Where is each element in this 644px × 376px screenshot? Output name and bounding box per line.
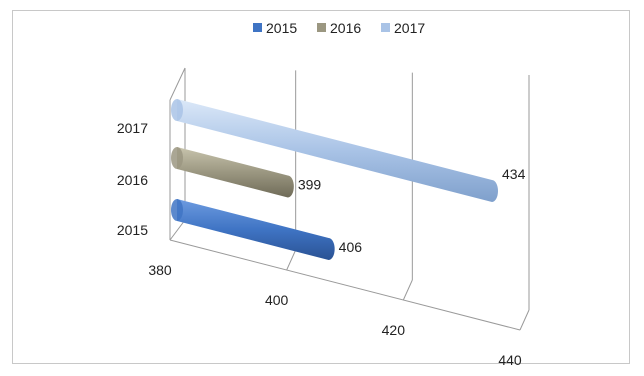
data-labels: 406 399 434 <box>298 166 526 255</box>
bar-body-2017 <box>177 99 498 202</box>
gridline-floor-420 <box>402 279 413 301</box>
tick-label-400: 400 <box>265 292 289 308</box>
data-label-2017: 434 <box>502 166 526 182</box>
bars <box>171 99 498 260</box>
legend: 2015 2016 2017 <box>253 20 425 36</box>
category-label-2016: 2016 <box>117 172 148 188</box>
data-label-2016: 399 <box>298 177 322 193</box>
bar-2015 <box>171 199 335 260</box>
legend-item-2017: 2017 <box>381 20 425 36</box>
legend-item-2015: 2015 <box>253 20 297 36</box>
bar-cap-2016 <box>171 147 183 169</box>
legend-label-2016: 2016 <box>330 20 361 36</box>
bar-2017 <box>171 99 498 202</box>
data-label-2015: 406 <box>339 239 363 255</box>
bar-cap-2017 <box>171 99 183 121</box>
tick-label-380: 380 <box>148 262 172 278</box>
chart-walls <box>169 67 521 331</box>
legend-item-2016: 2016 <box>317 20 361 36</box>
tick-labels: 380 400 420 440 <box>148 262 522 368</box>
value-axis-line <box>169 239 521 331</box>
legend-label-2017: 2017 <box>394 20 425 36</box>
bar-2016 <box>171 147 294 198</box>
gridline-floor-400 <box>286 249 297 271</box>
tick-label-420: 420 <box>382 322 406 338</box>
category-labels: 2015 2016 2017 <box>117 120 148 238</box>
category-label-2017: 2017 <box>117 120 148 136</box>
chart-frame <box>12 10 630 364</box>
bar-cap-2015 <box>171 199 183 221</box>
gridline-floor-440 <box>519 309 530 331</box>
bar-body-2015 <box>177 199 335 260</box>
tick-label-440: 440 <box>498 352 522 368</box>
category-label-2015: 2015 <box>117 222 148 238</box>
floor-left-edge <box>169 219 186 241</box>
legend-label-2015: 2015 <box>266 20 297 36</box>
bar-body-2016 <box>177 147 294 198</box>
wall-top-edge <box>169 67 186 101</box>
